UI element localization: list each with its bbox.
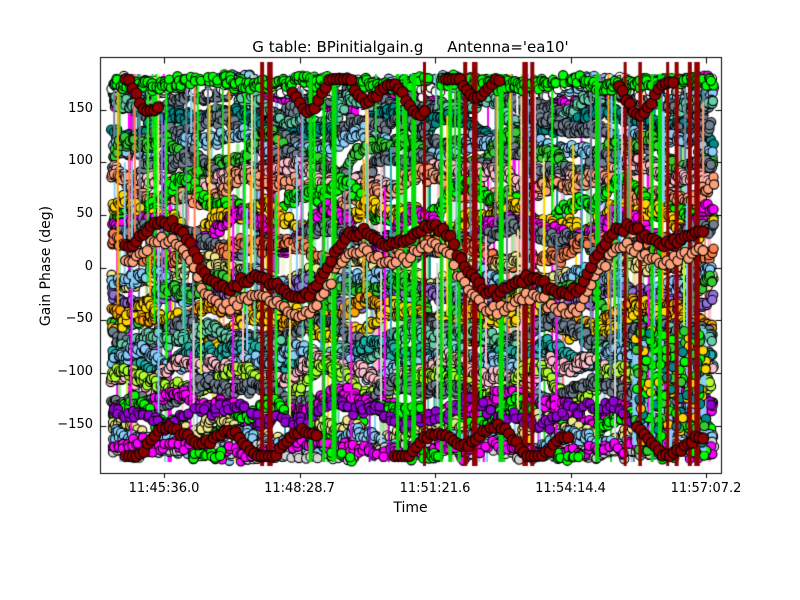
x-tick-label-0: 11:45:36.0 [128,481,200,496]
x-tick-label-1: 11:48:28.7 [264,481,335,496]
x-tick-label-3: 11:54:14.4 [535,481,606,496]
y-tick-label-5: −100 [57,363,93,379]
plot-title: G table: BPinitialgain.g Antenna='ea10' [252,38,569,56]
y-tick-label-0: 150 [68,100,93,116]
x-tick-label-4: 11:57:07.2 [670,481,742,496]
x-tick-label-2: 11:51:21.6 [399,481,471,496]
y-tick-label-1: 100 [68,153,93,169]
y-tick-label-2: 50 [76,206,93,222]
y-tick-label-4: −50 [65,311,93,327]
x-axis-label: Time [393,500,428,516]
y-tick-label-3: 0 [84,258,93,274]
y-tick-label-6: −150 [57,416,93,432]
